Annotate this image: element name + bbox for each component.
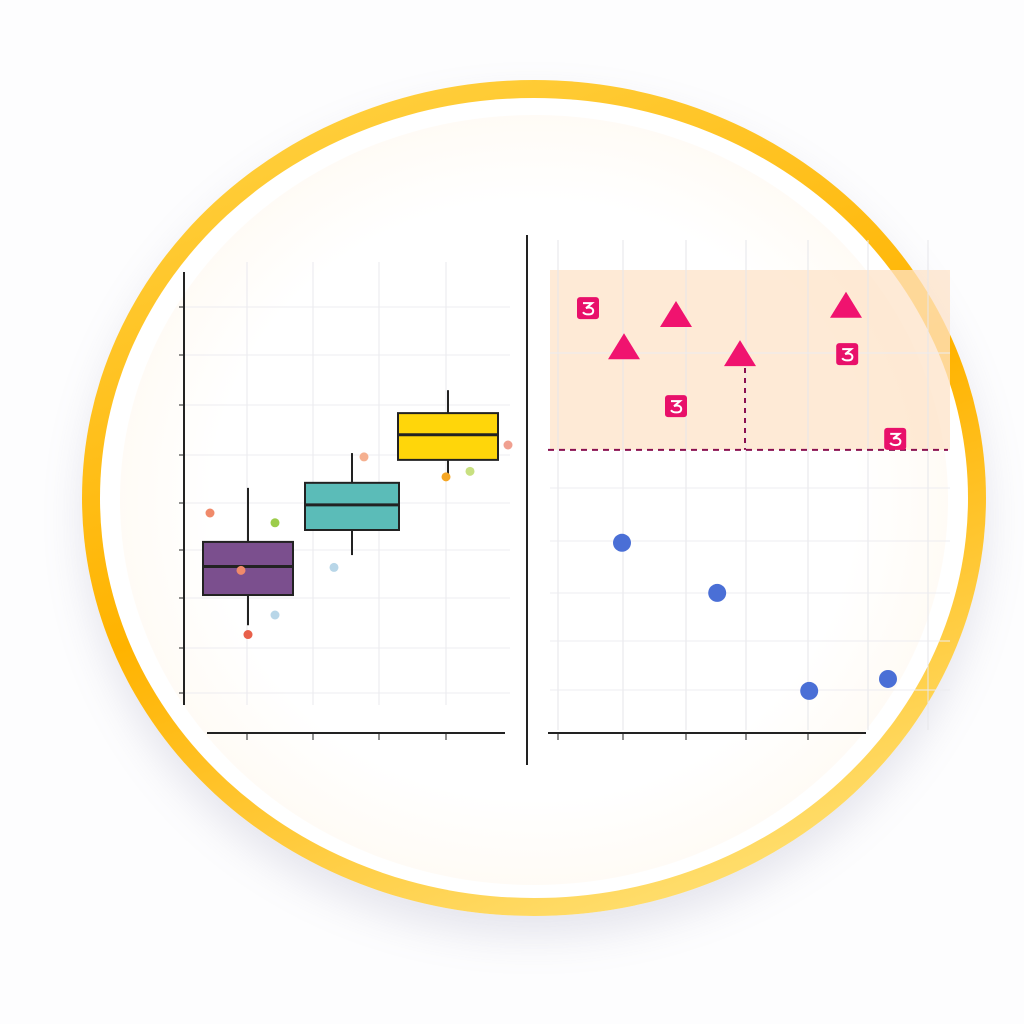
jitter-point: [359, 452, 369, 462]
triangle-marker: [724, 340, 756, 367]
square-marker-glyph: [670, 400, 683, 414]
badge-glow: [120, 115, 948, 885]
triangle-marker: [660, 301, 692, 327]
triangle-marker: [830, 291, 862, 318]
jitter-point: [465, 466, 475, 476]
jitter-point: [270, 610, 280, 620]
jitter-point: [441, 472, 451, 482]
circle-marker: [613, 533, 631, 552]
jitter-point: [329, 562, 339, 572]
circle-marker: [800, 681, 819, 700]
box: [397, 412, 499, 461]
square-marker-glyph: [582, 302, 595, 316]
jitter-point: [243, 630, 253, 640]
square-marker-glyph: [841, 348, 854, 362]
jitter-point: [236, 565, 246, 575]
circle-marker: [708, 583, 727, 602]
triangle-marker: [608, 333, 640, 360]
square-marker-glyph: [889, 432, 902, 447]
circle-marker: [879, 669, 897, 688]
jitter-point: [503, 440, 513, 450]
jitter-point: [270, 518, 280, 528]
box: [202, 540, 294, 597]
jitter-point: [205, 508, 215, 518]
